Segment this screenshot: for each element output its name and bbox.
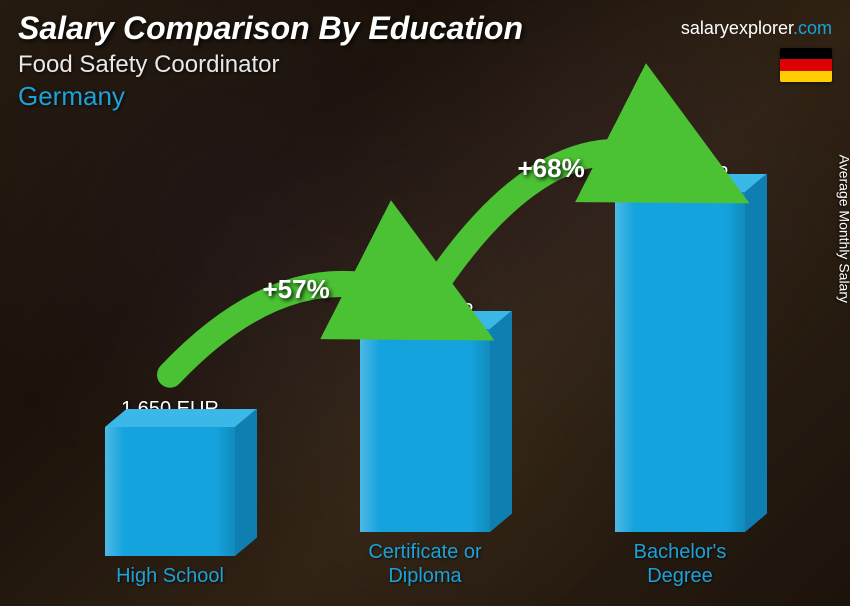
brand-name: salaryexplorer xyxy=(681,18,793,38)
country-flag xyxy=(780,48,832,82)
bar-side xyxy=(745,174,767,532)
chart-location: Germany xyxy=(18,81,832,112)
chart-area: 1,650 EURHigh School2,590 EURCertificate… xyxy=(40,128,790,588)
brand-logo: salaryexplorer.com xyxy=(681,18,832,39)
increase-arrow-1 xyxy=(395,128,710,593)
brand-suffix: .com xyxy=(793,18,832,38)
flag-stripe-2 xyxy=(780,71,832,82)
y-axis-label: Average Monthly Salary xyxy=(836,155,850,303)
increase-pct-0: +57% xyxy=(263,274,330,305)
chart-subtitle: Food Safety Coordinator xyxy=(18,51,832,79)
flag-stripe-1 xyxy=(780,59,832,70)
flag-stripe-0 xyxy=(780,48,832,59)
increase-pct-1: +68% xyxy=(518,153,585,184)
